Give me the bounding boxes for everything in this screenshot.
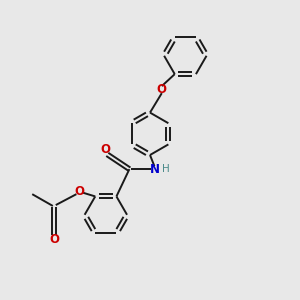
Text: H: H xyxy=(162,164,170,174)
Text: O: O xyxy=(49,233,59,246)
Text: O: O xyxy=(101,143,111,157)
Text: O: O xyxy=(157,83,167,96)
Text: O: O xyxy=(74,185,84,198)
Text: N: N xyxy=(149,163,159,176)
